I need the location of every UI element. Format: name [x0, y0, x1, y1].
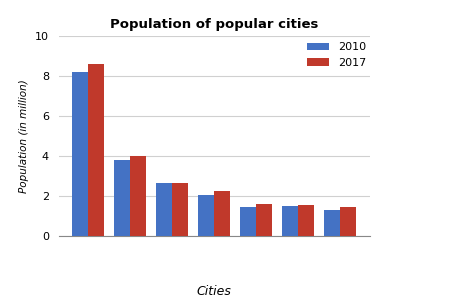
Bar	[156, 183, 172, 236]
Bar	[72, 72, 88, 236]
Bar	[282, 206, 298, 236]
Bar	[198, 195, 214, 236]
Bar	[324, 210, 341, 236]
Bar	[256, 204, 272, 236]
Bar	[88, 64, 104, 236]
Legend: 2010, 2017: 2010, 2017	[302, 38, 370, 72]
Bar	[130, 156, 146, 236]
Bar	[172, 183, 188, 236]
Bar	[214, 191, 230, 236]
Bar	[341, 207, 356, 236]
X-axis label: Cities: Cities	[197, 285, 232, 298]
Y-axis label: Population (in million): Population (in million)	[19, 79, 29, 193]
Title: Population of popular cities: Population of popular cities	[110, 18, 318, 31]
Bar	[114, 160, 130, 236]
Bar	[240, 207, 256, 236]
Bar	[298, 205, 314, 236]
